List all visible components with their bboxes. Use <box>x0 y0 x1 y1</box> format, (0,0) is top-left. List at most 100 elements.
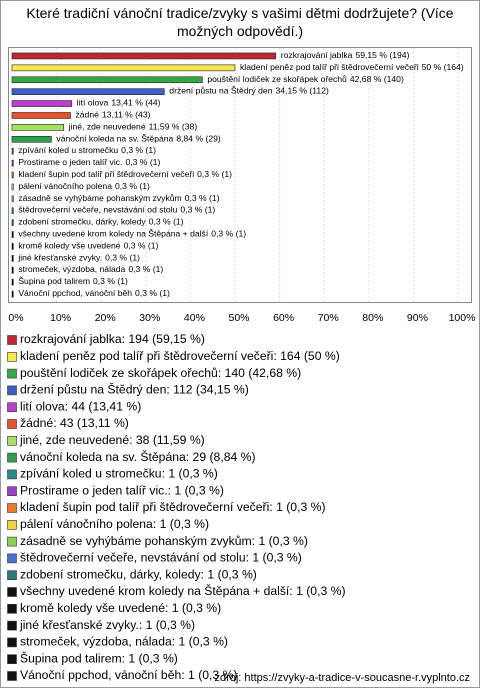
legend-label: zásadně se vyhýbáme pohanským zvykům: 1 … <box>20 534 308 548</box>
bar-category: zpívání koled u stromečku <box>18 145 118 155</box>
bar-category: Vánoční ppchod, vánoční běh <box>18 288 132 298</box>
bar-category: kromě koledy vše uvedené <box>18 241 120 251</box>
legend-swatch <box>7 452 17 463</box>
bar-category: kladení peněz pod talíř při štědrovečern… <box>240 62 419 72</box>
bar <box>11 100 73 107</box>
bar-value-label: 0,3 % (1) <box>115 181 150 191</box>
x-tick-label: 70% <box>318 312 339 324</box>
bar-value-label: 0,3 % (1) <box>180 205 215 215</box>
bar-category: vánoční koleda na sv. Štěpána <box>56 134 173 144</box>
bar-value-label: 13,41 % (44) <box>111 98 160 108</box>
legend-label: pouštění lodiček ze skořápek ořechů: 140… <box>20 366 301 380</box>
bar-value-label: 0,3 % (1) <box>135 288 170 298</box>
legend-label: držení půstu na Štědrý den: 112 (34,15 %… <box>20 382 249 397</box>
legend-label: kladení peněz pod talíř při štědrovečern… <box>20 349 340 363</box>
bar-value-label: 0,3 % (1) <box>105 253 140 263</box>
bar-label: lití olova 13,41 % (44) <box>77 98 161 108</box>
bar-value-label: 13,11 % (43) <box>102 110 151 120</box>
bar-category: zásadně se vyhýbáme pohanským zvykům <box>18 193 181 203</box>
bar-category: jiné, zde neuvedené <box>68 122 146 132</box>
legend-swatch <box>7 469 17 480</box>
bar-value-label: 50 % (164) <box>422 62 464 72</box>
legend-swatch <box>7 637 17 648</box>
title-box: Které tradiční vánoční tradice/zvyky s v… <box>26 5 453 39</box>
bar <box>11 76 203 84</box>
bar-value-label: 0,3 % (1) <box>197 169 232 179</box>
legend-label: štědrovečerní večeře, nevstávání od stol… <box>20 551 302 565</box>
legend-swatch <box>7 486 17 497</box>
x-tick-label: 50% <box>228 312 249 324</box>
legend-swatch <box>7 570 17 581</box>
bar-label: zdobení stromečku, dárky, koledy 0,3 % (1… <box>18 217 183 227</box>
bar-category: kladení šupin pod talíř při štědrovečern… <box>18 169 194 179</box>
bar-label: jiné, zde neuvedené 11,59 % (38) <box>68 122 198 132</box>
bar-label: Vánoční ppchod, vánoční běh 0,3 % (1) <box>18 288 170 298</box>
legend-swatch <box>7 435 17 446</box>
source: zdroj: https://zvyky-a-tradice-v-soucasn… <box>214 672 470 684</box>
bar-label: zpívání koled u stromečku 0,3 % (1) <box>18 145 156 155</box>
bar-label: kladení šupin pod talíř při štědrovečern… <box>18 169 232 179</box>
bar-label: Šupina pod talirem 0,3 % (1) <box>18 276 128 286</box>
x-tick-label: 0% <box>8 312 23 324</box>
legend-label: jiné křesťanské zvyky.: 1 (0,3 %) <box>19 618 195 632</box>
legend-label: Šupina pod talirem: 1 (0,3 %) <box>20 650 178 665</box>
bar-label: Prostirame o jeden talíř vic. 0,3 % (1) <box>18 157 160 167</box>
bar-label: zásadně se vyhýbáme pohanským zvykům 0,3 … <box>18 193 219 203</box>
bar <box>11 112 71 119</box>
bar-value-label: 0,3 % (1) <box>149 217 184 227</box>
legend-swatch <box>7 419 17 429</box>
bar <box>11 88 165 95</box>
bar <box>11 219 14 226</box>
bar-label: kromě koledy vše uvedené 0,3 % (1) <box>18 241 158 251</box>
bar <box>11 266 14 274</box>
legend-swatch <box>7 335 17 345</box>
bar-category: žádné <box>75 110 99 120</box>
bar-value-label: 0,3 % (1) <box>121 145 156 155</box>
bar-value-label: 0,3 % (1) <box>124 241 159 251</box>
bar <box>11 52 277 60</box>
bar-value-label: 0,3 % (1) <box>125 157 160 167</box>
legend-swatch <box>7 503 17 513</box>
legend-swatch <box>7 368 17 379</box>
legend-label: kladení šupin pod talíř při štědrovečern… <box>20 500 326 514</box>
bar-category: pálení vánočního polena <box>18 181 112 191</box>
bar-value-label: 0,3 % (1) <box>211 229 246 239</box>
x-tick-label: 60% <box>273 312 294 324</box>
bar-label: žádné 13,11 % (43) <box>75 110 150 120</box>
legend-swatch <box>7 536 17 547</box>
legend-swatch <box>7 351 17 362</box>
bar-label: pálení vánočního polena 0,3 % (1) <box>18 181 150 191</box>
bar-label: kladení peněz pod talíř při štědrovečern… <box>240 62 464 72</box>
bar <box>11 64 236 72</box>
legend-label: vánoční koleda na sv. Štěpána: 29 (8,84 … <box>20 449 256 464</box>
legend-swatch <box>7 519 17 530</box>
bar <box>11 243 14 250</box>
bar-label: štědrovečerní večeře, nevstávání od stol… <box>18 205 215 215</box>
bar-category: rozkrajování jablka <box>281 50 353 60</box>
bar <box>11 159 14 167</box>
legend-swatch <box>7 402 17 413</box>
legend-label: Vánoční ppchod, vánoční běh: 1 (0,3 %) <box>20 668 238 682</box>
bar-label: vánoční koleda na sv. Štěpána 8,84 % (29) <box>56 134 220 144</box>
legend-swatch <box>7 654 17 665</box>
x-tick-label: 80% <box>362 312 383 324</box>
bar-label: pouštění lodiček ze skořápek ořechů 42,68… <box>207 74 404 84</box>
legend-label: jiné, zde neuvedené: 38 (11,59 %) <box>19 433 205 447</box>
bar-category: všechny uvedené krom koledy na Štěpána +… <box>18 229 209 239</box>
bar-label: držení půstu na Štědrý den 34,15 % (112) <box>169 86 329 96</box>
bar <box>11 124 64 131</box>
legend-swatch <box>7 620 17 631</box>
legend-swatch <box>7 603 17 614</box>
legend-label: lití olova: 44 (13,41 %) <box>20 399 141 413</box>
bar <box>11 195 14 203</box>
x-tick-label: 40% <box>184 312 205 324</box>
bar-category: štědrovečerní večeře, nevstávání od stol… <box>18 205 177 215</box>
bar-value-label: 0,3 % (1) <box>128 265 163 275</box>
bar-label: rozkrajování jablka 59,15 % (194) <box>281 50 410 60</box>
legend-label: zdobení stromečku, dárky, koledy: 1 (0,3… <box>20 567 257 581</box>
bar <box>11 147 14 155</box>
x-tick-label: 30% <box>139 312 160 324</box>
legend-label: všechny uvedené krom koledy na Štěpána +… <box>20 583 346 598</box>
